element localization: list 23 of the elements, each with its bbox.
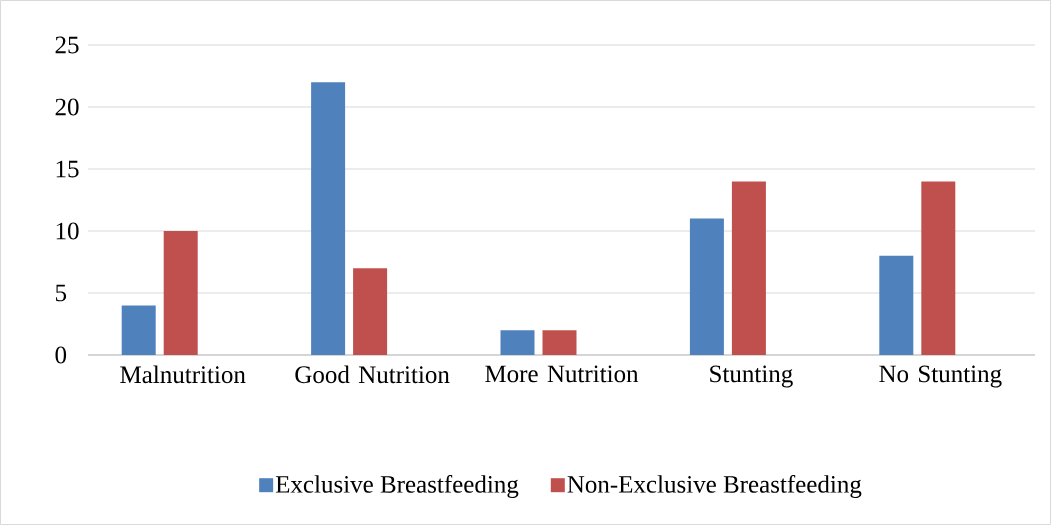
bar bbox=[731, 181, 766, 355]
bar bbox=[879, 255, 914, 355]
y-tick-label: 5 bbox=[55, 284, 67, 302]
legend-label: Non-Exclusive Breastfeeding bbox=[567, 474, 862, 498]
bar bbox=[500, 330, 535, 355]
bar bbox=[921, 181, 956, 355]
y-tick-label: 20 bbox=[55, 98, 79, 116]
y-tick-label: 25 bbox=[55, 36, 79, 54]
x-tick-label: More Nutrition bbox=[485, 365, 639, 383]
bar bbox=[311, 82, 346, 355]
x-tick-label: No Stunting bbox=[879, 365, 1002, 388]
y-tick-label: 15 bbox=[56, 160, 79, 178]
y-tick-label: 10 bbox=[56, 222, 79, 240]
bar bbox=[353, 268, 388, 355]
bar bbox=[121, 305, 156, 355]
bar bbox=[542, 330, 577, 355]
x-tick-label: Malnutrition bbox=[120, 365, 246, 384]
bar bbox=[689, 218, 724, 355]
x-tick-label: Stunting bbox=[710, 365, 793, 388]
bar bbox=[163, 231, 198, 355]
legend-label: Exclusive Breastfeeding bbox=[275, 474, 519, 498]
y-tick-label: 0 bbox=[55, 346, 67, 364]
x-tick-label: Good Nutrition bbox=[295, 365, 450, 384]
